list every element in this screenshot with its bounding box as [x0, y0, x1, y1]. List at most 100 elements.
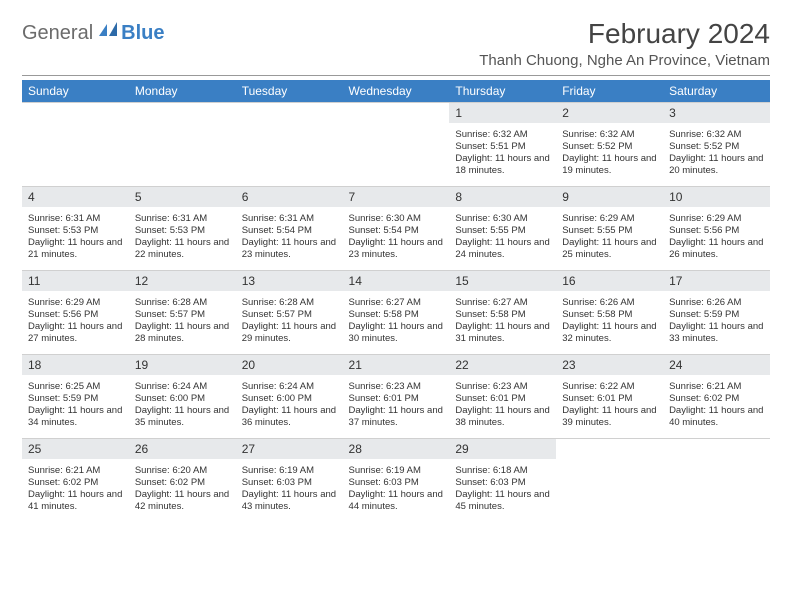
day-number-cell: 5 — [129, 187, 236, 208]
calendar-body: 123Sunrise: 6:32 AM Sunset: 5:51 PM Dayl… — [22, 103, 770, 523]
day-number-cell: 12 — [129, 271, 236, 292]
day-body-cell: Sunrise: 6:21 AM Sunset: 6:02 PM Dayligh… — [663, 375, 770, 439]
day-number-cell: 13 — [236, 271, 343, 292]
day-body-cell — [129, 123, 236, 187]
day-number-cell — [663, 439, 770, 460]
day-body-cell: Sunrise: 6:28 AM Sunset: 5:57 PM Dayligh… — [129, 291, 236, 355]
day-body-cell: Sunrise: 6:28 AM Sunset: 5:57 PM Dayligh… — [236, 291, 343, 355]
day-number-cell — [236, 103, 343, 124]
day-body-cell: Sunrise: 6:32 AM Sunset: 5:52 PM Dayligh… — [556, 123, 663, 187]
day-number-cell: 14 — [343, 271, 450, 292]
day-number-cell: 24 — [663, 355, 770, 376]
day-body-cell — [343, 123, 450, 187]
day-number-cell — [129, 103, 236, 124]
brand-word-2: Blue — [121, 22, 164, 45]
day-number-cell — [556, 439, 663, 460]
day-body-cell — [22, 123, 129, 187]
day-number-row: 2526272829 — [22, 439, 770, 460]
day-body-cell: Sunrise: 6:30 AM Sunset: 5:55 PM Dayligh… — [449, 207, 556, 271]
month-title: February 2024 — [479, 18, 770, 50]
day-number-cell: 22 — [449, 355, 556, 376]
calendar-table: Sunday Monday Tuesday Wednesday Thursday… — [22, 80, 770, 522]
day-number-cell: 15 — [449, 271, 556, 292]
day-body-cell: Sunrise: 6:24 AM Sunset: 6:00 PM Dayligh… — [236, 375, 343, 439]
day-body-row: Sunrise: 6:29 AM Sunset: 5:56 PM Dayligh… — [22, 291, 770, 355]
day-number-cell: 20 — [236, 355, 343, 376]
day-number-cell — [22, 103, 129, 124]
day-body-cell — [556, 459, 663, 522]
day-number-row: 45678910 — [22, 187, 770, 208]
col-thursday: Thursday — [449, 80, 556, 103]
day-body-cell: Sunrise: 6:23 AM Sunset: 6:01 PM Dayligh… — [449, 375, 556, 439]
day-number-cell: 2 — [556, 103, 663, 124]
col-saturday: Saturday — [663, 80, 770, 103]
day-body-row: Sunrise: 6:25 AM Sunset: 5:59 PM Dayligh… — [22, 375, 770, 439]
day-number-cell — [343, 103, 450, 124]
day-body-cell: Sunrise: 6:25 AM Sunset: 5:59 PM Dayligh… — [22, 375, 129, 439]
day-number-cell: 4 — [22, 187, 129, 208]
day-number-cell: 25 — [22, 439, 129, 460]
day-body-row: Sunrise: 6:32 AM Sunset: 5:51 PM Dayligh… — [22, 123, 770, 187]
day-number-cell: 27 — [236, 439, 343, 460]
day-body-row: Sunrise: 6:21 AM Sunset: 6:02 PM Dayligh… — [22, 459, 770, 522]
day-number-cell: 16 — [556, 271, 663, 292]
col-wednesday: Wednesday — [343, 80, 450, 103]
day-number-row: 18192021222324 — [22, 355, 770, 376]
day-number-cell: 21 — [343, 355, 450, 376]
day-body-cell: Sunrise: 6:19 AM Sunset: 6:03 PM Dayligh… — [343, 459, 450, 522]
day-body-cell: Sunrise: 6:27 AM Sunset: 5:58 PM Dayligh… — [343, 291, 450, 355]
day-body-cell: Sunrise: 6:24 AM Sunset: 6:00 PM Dayligh… — [129, 375, 236, 439]
day-number-cell: 18 — [22, 355, 129, 376]
day-number-cell: 11 — [22, 271, 129, 292]
day-number-cell: 9 — [556, 187, 663, 208]
brand-sail-icon — [99, 22, 119, 43]
day-body-cell: Sunrise: 6:31 AM Sunset: 5:53 PM Dayligh… — [22, 207, 129, 271]
day-body-cell: Sunrise: 6:26 AM Sunset: 5:58 PM Dayligh… — [556, 291, 663, 355]
day-number-row: 123 — [22, 103, 770, 124]
day-number-cell: 10 — [663, 187, 770, 208]
header: General Blue February 2024 Thanh Chuong,… — [22, 18, 770, 69]
day-number-cell: 23 — [556, 355, 663, 376]
day-number-cell: 19 — [129, 355, 236, 376]
col-tuesday: Tuesday — [236, 80, 343, 103]
day-body-cell: Sunrise: 6:31 AM Sunset: 5:54 PM Dayligh… — [236, 207, 343, 271]
day-number-cell: 26 — [129, 439, 236, 460]
col-monday: Monday — [129, 80, 236, 103]
day-body-cell: Sunrise: 6:32 AM Sunset: 5:52 PM Dayligh… — [663, 123, 770, 187]
day-body-row: Sunrise: 6:31 AM Sunset: 5:53 PM Dayligh… — [22, 207, 770, 271]
day-body-cell: Sunrise: 6:26 AM Sunset: 5:59 PM Dayligh… — [663, 291, 770, 355]
brand-word-1: General — [22, 22, 93, 45]
col-friday: Friday — [556, 80, 663, 103]
day-body-cell: Sunrise: 6:27 AM Sunset: 5:58 PM Dayligh… — [449, 291, 556, 355]
day-number-cell: 29 — [449, 439, 556, 460]
day-body-cell: Sunrise: 6:30 AM Sunset: 5:54 PM Dayligh… — [343, 207, 450, 271]
day-body-cell: Sunrise: 6:18 AM Sunset: 6:03 PM Dayligh… — [449, 459, 556, 522]
day-body-cell: Sunrise: 6:23 AM Sunset: 6:01 PM Dayligh… — [343, 375, 450, 439]
day-number-cell: 7 — [343, 187, 450, 208]
day-number-cell: 1 — [449, 103, 556, 124]
day-number-cell: 28 — [343, 439, 450, 460]
day-number-cell: 3 — [663, 103, 770, 124]
title-block: February 2024 Thanh Chuong, Nghe An Prov… — [479, 18, 770, 69]
day-body-cell: Sunrise: 6:29 AM Sunset: 5:56 PM Dayligh… — [663, 207, 770, 271]
location-subtitle: Thanh Chuong, Nghe An Province, Vietnam — [479, 52, 770, 69]
col-sunday: Sunday — [22, 80, 129, 103]
day-number-cell: 17 — [663, 271, 770, 292]
day-body-cell — [663, 459, 770, 522]
weekday-header-row: Sunday Monday Tuesday Wednesday Thursday… — [22, 80, 770, 103]
day-number-cell: 8 — [449, 187, 556, 208]
day-body-cell: Sunrise: 6:22 AM Sunset: 6:01 PM Dayligh… — [556, 375, 663, 439]
day-body-cell: Sunrise: 6:21 AM Sunset: 6:02 PM Dayligh… — [22, 459, 129, 522]
day-body-cell — [236, 123, 343, 187]
day-body-cell: Sunrise: 6:32 AM Sunset: 5:51 PM Dayligh… — [449, 123, 556, 187]
calendar-document: General Blue February 2024 Thanh Chuong,… — [0, 0, 792, 540]
day-number-cell: 6 — [236, 187, 343, 208]
day-body-cell: Sunrise: 6:29 AM Sunset: 5:56 PM Dayligh… — [22, 291, 129, 355]
day-body-cell: Sunrise: 6:20 AM Sunset: 6:02 PM Dayligh… — [129, 459, 236, 522]
day-number-row: 11121314151617 — [22, 271, 770, 292]
day-body-cell: Sunrise: 6:29 AM Sunset: 5:55 PM Dayligh… — [556, 207, 663, 271]
brand-logo: General Blue — [22, 18, 165, 45]
header-divider — [22, 75, 770, 76]
day-body-cell: Sunrise: 6:19 AM Sunset: 6:03 PM Dayligh… — [236, 459, 343, 522]
day-body-cell: Sunrise: 6:31 AM Sunset: 5:53 PM Dayligh… — [129, 207, 236, 271]
